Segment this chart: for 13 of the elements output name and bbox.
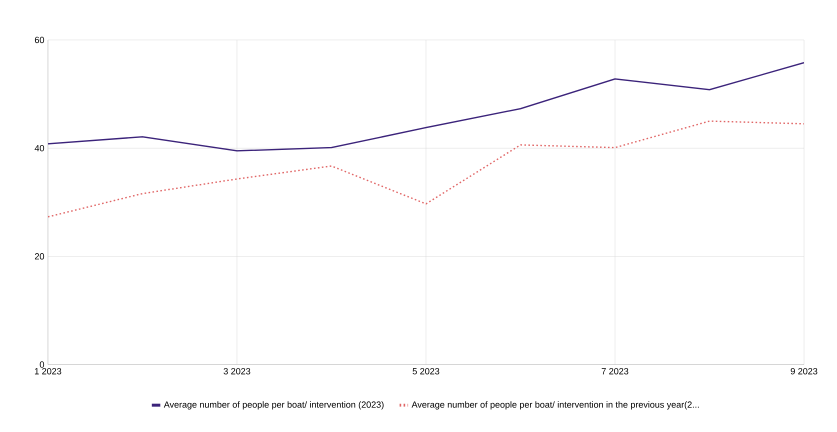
line-series (48, 62, 804, 152)
x-tick-label: 7 2023 (602, 368, 628, 374)
legend-label: Average number of people per boat/ intervention (2023) (164, 400, 384, 410)
y-tick-label: 20 (34, 252, 44, 260)
line-series (48, 120, 804, 218)
y-tick-label: 0 (40, 361, 44, 368)
y-tick-label: 60 (34, 36, 44, 43)
x-tick-label: 9 2023 (790, 368, 818, 374)
y-tick-label: 40 (34, 144, 44, 152)
x-tick-label: 1 2023 (34, 368, 62, 374)
legend-label: Average number of people per boat/ intervention in the previous year(2... (412, 400, 699, 410)
x-tick-label: 5 2023 (412, 368, 440, 374)
x-tick-label: 3 2023 (224, 368, 250, 374)
